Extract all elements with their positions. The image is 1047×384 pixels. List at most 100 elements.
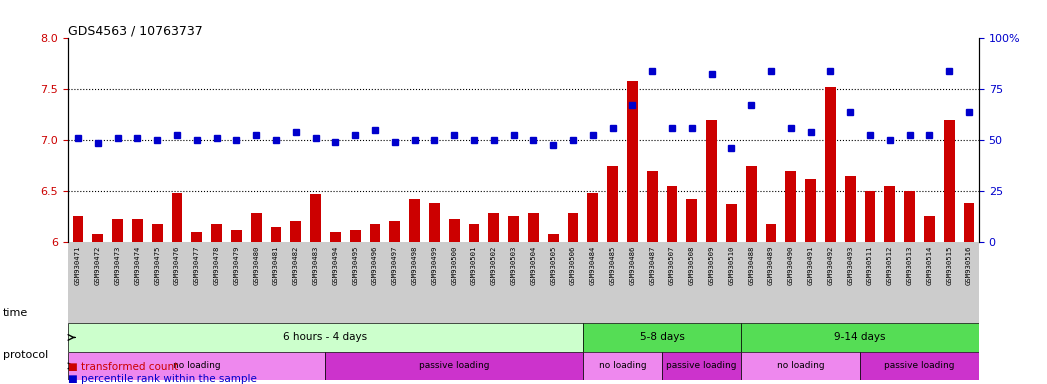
Text: GSM930477: GSM930477 — [194, 246, 200, 285]
Text: time: time — [3, 308, 28, 318]
Bar — [885, 186, 895, 242]
Text: GSM930490: GSM930490 — [787, 246, 794, 285]
Text: passive loading: passive loading — [885, 361, 955, 371]
Bar — [409, 199, 420, 242]
Text: GSM930516: GSM930516 — [966, 246, 972, 285]
Text: GSM930504: GSM930504 — [531, 246, 536, 285]
Text: GSM930502: GSM930502 — [491, 246, 496, 285]
Bar — [449, 219, 460, 242]
Bar — [647, 170, 658, 242]
Text: GSM930499: GSM930499 — [431, 246, 438, 285]
Bar — [745, 166, 757, 242]
Bar — [845, 176, 855, 242]
Text: GSM930485: GSM930485 — [609, 246, 616, 285]
Text: GSM930481: GSM930481 — [273, 246, 279, 285]
Bar — [250, 214, 262, 242]
Text: GSM930506: GSM930506 — [570, 246, 576, 285]
Text: GSM930486: GSM930486 — [629, 246, 636, 285]
Text: 5-8 days: 5-8 days — [640, 333, 685, 343]
Bar — [68, 352, 326, 380]
Text: no loading: no loading — [173, 361, 221, 371]
Text: GSM930475: GSM930475 — [154, 246, 160, 285]
Bar — [72, 217, 84, 242]
Text: GSM930500: GSM930500 — [451, 246, 458, 285]
Text: GSM930489: GSM930489 — [768, 246, 774, 285]
Bar — [68, 323, 583, 352]
Bar — [583, 352, 662, 380]
Text: GSM930473: GSM930473 — [114, 246, 120, 285]
Bar — [706, 120, 717, 242]
Bar — [270, 227, 282, 242]
Bar — [825, 87, 836, 242]
Bar — [192, 232, 202, 242]
Bar — [583, 323, 741, 352]
Text: no loading: no loading — [777, 361, 825, 371]
Text: GSM930515: GSM930515 — [946, 246, 952, 285]
Text: GSM930471: GSM930471 — [75, 246, 81, 285]
Bar — [861, 352, 979, 380]
Bar — [330, 232, 341, 242]
Text: GSM930493: GSM930493 — [847, 246, 853, 285]
Bar — [925, 217, 935, 242]
Text: passive loading: passive loading — [667, 361, 737, 371]
Text: GSM930476: GSM930476 — [174, 246, 180, 285]
Text: GSM930491: GSM930491 — [807, 246, 814, 285]
Text: GSM930501: GSM930501 — [471, 246, 477, 285]
Text: GSM930512: GSM930512 — [887, 246, 893, 285]
Text: GSM930480: GSM930480 — [253, 246, 260, 285]
Text: GSM930503: GSM930503 — [511, 246, 516, 285]
Bar — [326, 352, 583, 380]
Bar — [231, 230, 242, 242]
Bar — [607, 166, 618, 242]
Bar — [905, 191, 915, 242]
Bar — [469, 223, 480, 242]
Bar — [528, 214, 539, 242]
Text: GSM930494: GSM930494 — [332, 246, 338, 285]
Text: GSM930514: GSM930514 — [927, 246, 933, 285]
Text: GSM930508: GSM930508 — [689, 246, 695, 285]
Bar — [429, 203, 440, 242]
Text: GSM930505: GSM930505 — [551, 246, 556, 285]
Bar — [152, 223, 162, 242]
Bar — [389, 222, 400, 242]
Bar — [865, 191, 875, 242]
Bar — [92, 234, 104, 242]
Bar — [662, 352, 741, 380]
Bar — [587, 193, 598, 242]
Bar — [667, 186, 677, 242]
Text: 6 hours - 4 days: 6 hours - 4 days — [284, 333, 367, 343]
Text: GSM930488: GSM930488 — [749, 246, 754, 285]
Bar — [943, 120, 955, 242]
Bar — [765, 223, 777, 242]
Text: GSM930487: GSM930487 — [649, 246, 655, 285]
Text: GSM930507: GSM930507 — [669, 246, 675, 285]
Bar — [741, 323, 979, 352]
Text: passive loading: passive loading — [419, 361, 489, 371]
Text: GSM930496: GSM930496 — [372, 246, 378, 285]
Bar — [290, 222, 302, 242]
Text: ■ percentile rank within the sample: ■ percentile rank within the sample — [68, 374, 257, 384]
Text: GSM930510: GSM930510 — [729, 246, 734, 285]
Bar — [132, 219, 142, 242]
Text: 9-14 days: 9-14 days — [834, 333, 886, 343]
Text: GDS4563 / 10763737: GDS4563 / 10763737 — [68, 24, 203, 37]
Text: no loading: no loading — [599, 361, 646, 371]
Bar — [567, 214, 578, 242]
Text: GSM930472: GSM930472 — [95, 246, 101, 285]
Bar — [172, 193, 182, 242]
Text: GSM930509: GSM930509 — [709, 246, 715, 285]
Text: protocol: protocol — [3, 350, 48, 360]
Text: GSM930495: GSM930495 — [352, 246, 358, 285]
Bar — [310, 194, 321, 242]
Bar — [112, 219, 122, 242]
Text: GSM930483: GSM930483 — [313, 246, 318, 285]
Bar — [785, 170, 797, 242]
Bar — [488, 214, 499, 242]
Bar — [627, 81, 638, 242]
Text: GSM930513: GSM930513 — [907, 246, 913, 285]
Bar — [726, 204, 737, 242]
Bar — [741, 352, 861, 380]
Text: ■ transformed count: ■ transformed count — [68, 362, 178, 372]
Bar — [687, 199, 697, 242]
Bar — [805, 179, 816, 242]
